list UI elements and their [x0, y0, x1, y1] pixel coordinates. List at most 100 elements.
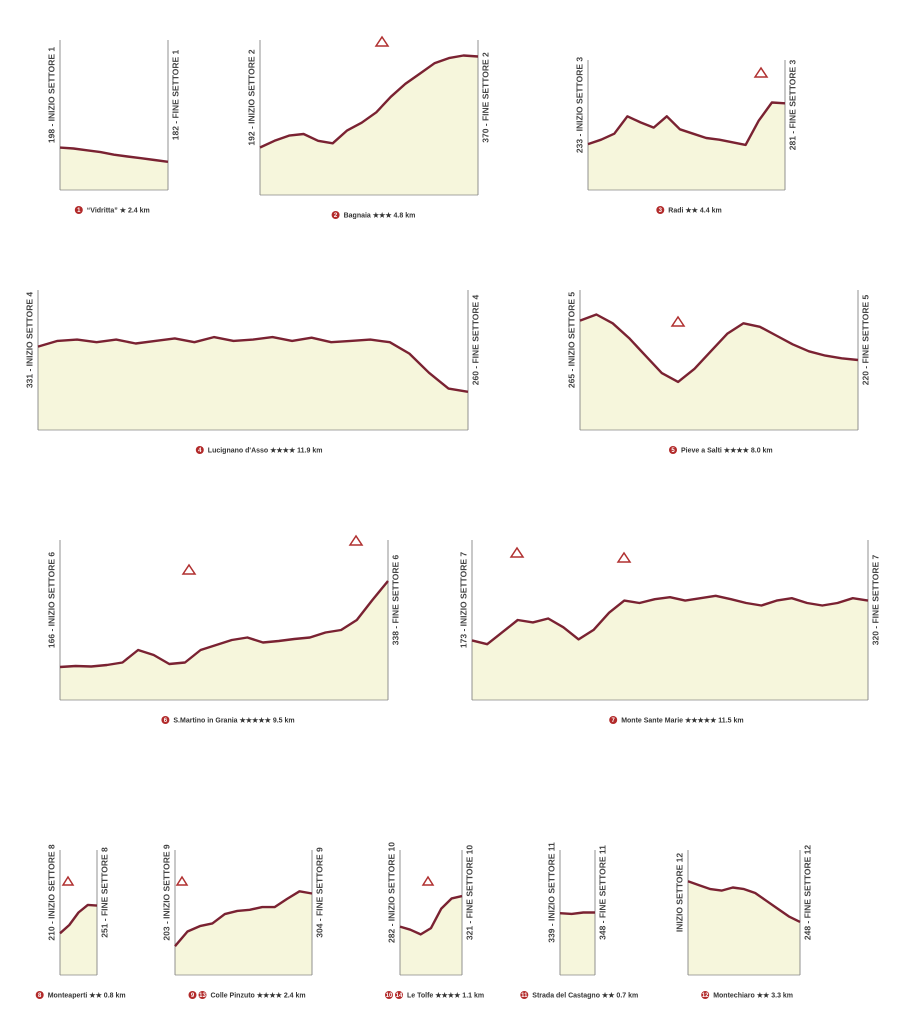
profile-area: [400, 896, 462, 975]
badge-number: 7: [612, 718, 616, 724]
caption: 10 14 Le Tolfe ★★★★ 1.1 km: [385, 991, 484, 999]
start-label: 265 - INIZIO SETTORE 5: [566, 292, 576, 388]
marker: [753, 66, 769, 78]
badge: [35, 991, 44, 999]
start-label: 192 - INIZIO SETTORE 2: [246, 49, 256, 145]
badge: [188, 991, 197, 999]
profile-area: [175, 891, 312, 975]
badge-number: 1: [77, 208, 81, 214]
caption: 8 Monteaperti ★★ 0.8 km: [35, 991, 126, 999]
badge: [701, 991, 710, 999]
badge: [195, 446, 204, 454]
end-label: 182 - FINE SETTORE 1: [170, 49, 180, 140]
caption: 2 Bagnaia ★★★ 4.8 km: [331, 211, 416, 219]
badge-number: 6: [164, 718, 168, 724]
profile-line: [59, 580, 389, 669]
end-label: 321 - FINE SETTORE 10: [464, 845, 474, 941]
badge-number: 13: [199, 993, 206, 999]
caption: 9 13 Colle Pinzuto ★★★★ 2.4 km: [188, 991, 306, 999]
caption: 7 Monte Sante Marie ★★★★★ 11.5 km: [609, 716, 744, 724]
marker: [348, 534, 364, 546]
end-label: 220 - FINE SETTORE 5: [860, 294, 870, 385]
caption: 12 Montechiaro ★★ 3.3 km: [701, 991, 793, 999]
start-label: 203 - INIZIO SETTORE 9: [161, 844, 171, 940]
badge-number: 12: [702, 993, 709, 999]
profile-line: [471, 594, 869, 646]
profile-area: [688, 881, 800, 975]
sector-title: Radi ★★ 4.4 km: [668, 206, 721, 214]
profile-line: [587, 101, 786, 147]
profile-line: [687, 880, 801, 923]
profile-area: [38, 337, 468, 430]
profile-line: [259, 54, 479, 149]
climb-markers: [61, 35, 769, 886]
sector-title: Strada del Castagno ★★ 0.7 km: [532, 991, 638, 999]
badge: [609, 716, 618, 724]
marker: [421, 875, 435, 886]
badge: [395, 991, 403, 999]
badge: [385, 991, 393, 999]
badge: [161, 716, 170, 724]
end-label: 260 - FINE SETTORE 4: [470, 294, 480, 385]
end-label: 320 - FINE SETTORE 7: [870, 554, 880, 645]
badge-number: 3: [659, 208, 663, 214]
sector-title: Le Tolfe ★★★★ 1.1 km: [407, 991, 484, 999]
badge-number: 9: [191, 993, 195, 999]
profile-area: [588, 102, 785, 190]
badge-number: 14: [396, 993, 403, 999]
start-label: 282 - INIZIO SETTORE 10: [386, 842, 396, 943]
start-label: 331 - INIZIO SETTORE 4: [24, 292, 34, 388]
profile-line: [559, 911, 595, 916]
badge: [669, 446, 677, 454]
badge: [520, 991, 529, 999]
sector-title: S.Martino in Grania ★★★★★ 9.5 km: [173, 716, 294, 724]
sector-title: Bagnaia ★★★ 4.8 km: [344, 211, 416, 219]
profile-area: [260, 55, 478, 195]
marker: [616, 551, 632, 563]
end-label: 348 - FINE SETTORE 11: [597, 845, 607, 940]
end-label: 304 - FINE SETTORE 9: [314, 847, 324, 938]
end-label: 281 - FINE SETTORE 3: [787, 59, 797, 150]
profile-line: [174, 890, 313, 947]
sector-title: Montechiaro ★★ 3.3 km: [713, 991, 793, 999]
badge: [74, 206, 83, 214]
marker: [509, 546, 525, 558]
start-label: 173 - INIZIO SETTORE 7: [458, 552, 468, 648]
profile-area: [472, 595, 868, 700]
profile-area: [560, 912, 595, 975]
end-label: 251 - FINE SETTORE 8: [99, 847, 109, 938]
end-label: 338 - FINE SETTORE 6: [390, 554, 400, 645]
start-label: 233 - INIZIO SETTORE 3: [574, 57, 584, 153]
start-label: 166 - INIZIO SETTORE 6: [46, 552, 56, 648]
profile-area: [60, 581, 388, 700]
marker: [670, 315, 686, 327]
badge-number: 4: [198, 448, 202, 454]
caption: 6 S.Martino in Grania ★★★★★ 9.5 km: [161, 716, 295, 724]
badge: [198, 991, 207, 999]
start-label: 339 - INIZIO SETTORE 11: [546, 842, 556, 943]
start-label: 198 - INIZIO SETTORE 1: [46, 47, 56, 143]
badge-number: 10: [386, 993, 393, 999]
sector-title: “Vidritta” ★ 2.4 km: [87, 206, 150, 214]
caption: 5 Pieve a Salti ★★★★ 8.0 km: [669, 446, 773, 454]
end-label: 248 - FINE SETTORE 12: [802, 845, 812, 941]
badge-number: 11: [521, 993, 528, 999]
start-label: INIZIO SETTORE 12: [674, 853, 684, 932]
badge-number: 8: [38, 993, 42, 999]
sector-title: Pieve a Salti ★★★★ 8.0 km: [681, 446, 773, 454]
caption: 1 “Vidritta” ★ 2.4 km: [74, 206, 150, 214]
caption: 4 Lucignano d'Asso ★★★★ 11.9 km: [195, 446, 323, 454]
sector-title: Colle Pinzuto ★★★★ 2.4 km: [211, 991, 306, 999]
profile-line: [399, 894, 463, 936]
marker: [374, 35, 390, 47]
sector-title: Monte Sante Marie ★★★★★ 11.5 km: [621, 716, 743, 724]
badge: [331, 211, 340, 219]
sector-title: Lucignano d'Asso ★★★★ 11.9 km: [208, 446, 323, 454]
profile-line: [59, 903, 98, 935]
badge-number: 5: [671, 448, 675, 454]
profile-line: [579, 313, 859, 384]
badge-number: 2: [334, 213, 338, 219]
profile-line: [37, 335, 469, 393]
caption: 3 Radi ★★ 4.4 km: [656, 206, 722, 214]
